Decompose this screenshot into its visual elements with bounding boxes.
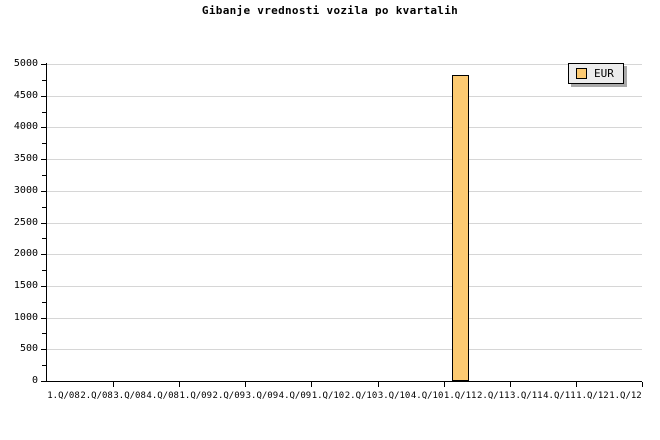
gridline	[47, 286, 642, 287]
x-axis-tick-label: 1.Q/09	[179, 391, 213, 401]
x-axis-tick	[576, 382, 577, 387]
y-axis-tick	[41, 223, 46, 224]
gridline	[47, 64, 642, 65]
legend-swatch-eur	[576, 68, 587, 79]
y-axis-tick-label: 1500	[13, 280, 38, 291]
legend-label-eur: EUR	[594, 67, 614, 80]
gridline	[47, 191, 642, 192]
y-axis-tick-label: 4500	[13, 90, 38, 101]
x-axis-tick	[113, 382, 114, 387]
x-axis-tick-label: 2.Q/11	[476, 391, 510, 401]
y-axis-tick	[41, 254, 46, 255]
gridline	[47, 254, 642, 255]
y-axis-tick	[41, 127, 46, 128]
chart-legend: EUR	[568, 63, 624, 84]
y-axis-minor-tick	[42, 207, 46, 208]
y-axis-tick	[41, 191, 46, 192]
chart-bar	[452, 75, 469, 381]
x-axis-tick-label: 3.Q/09	[245, 391, 279, 401]
y-axis-tick	[41, 318, 46, 319]
x-axis-line	[46, 381, 642, 382]
x-axis-tick	[510, 382, 511, 387]
gridline	[47, 318, 642, 319]
gridline	[47, 96, 642, 97]
y-axis-tick-label: 2500	[13, 217, 38, 228]
gridline	[47, 159, 642, 160]
x-axis-tick-label: 4.Q/08	[146, 391, 179, 401]
x-axis-tick-label: 3.Q/08	[113, 391, 146, 401]
x-axis-tick	[311, 382, 312, 387]
y-axis-tick-label: 1000	[13, 312, 38, 323]
y-axis-minor-tick	[42, 302, 46, 303]
y-axis-tick-label: 2000	[13, 248, 38, 259]
x-axis-tick-label: 1.Q/11	[443, 391, 477, 401]
y-axis-tick-label: 3000	[13, 185, 38, 196]
x-axis-tick-label: 1.Q/12	[576, 391, 609, 401]
gridline	[47, 349, 642, 350]
x-axis-tick	[444, 382, 445, 387]
y-axis-minor-tick	[42, 175, 46, 176]
y-axis-tick	[41, 349, 46, 350]
y-axis-tick	[41, 96, 46, 97]
y-axis-minor-tick	[42, 80, 46, 81]
y-axis-tick	[41, 64, 46, 65]
y-axis-tick-label: 5000	[13, 58, 38, 69]
x-axis-tick-label: 4.Q/10	[410, 391, 444, 401]
gridline	[47, 127, 642, 128]
y-axis-tick	[41, 286, 46, 287]
y-axis-tick-label: 0	[31, 375, 38, 386]
x-axis-tick	[245, 382, 246, 387]
x-axis-tick	[378, 382, 379, 387]
y-axis-minor-tick	[42, 112, 46, 113]
x-axis-tick-label: 1.Q/12	[609, 391, 642, 401]
x-axis-tick-label: 4.Q/11	[543, 391, 576, 401]
x-axis-tick-label: 1.Q/08	[47, 391, 80, 401]
x-axis-tick	[642, 382, 643, 387]
x-axis-tick-label: 2.Q/09	[212, 391, 246, 401]
x-axis-tick-label: 1.Q/10	[311, 391, 345, 401]
gridline	[47, 223, 642, 224]
x-axis-tick-label: 3.Q/10	[377, 391, 411, 401]
y-axis-tick	[41, 159, 46, 160]
x-axis-tick	[179, 382, 180, 387]
y-axis-tick-label: 500	[19, 343, 38, 354]
x-axis-tick-label: 2.Q/08	[80, 391, 113, 401]
y-axis-minor-tick	[42, 270, 46, 271]
y-axis-line	[46, 63, 47, 382]
y-axis-minor-tick	[42, 333, 46, 334]
y-axis-minor-tick	[42, 238, 46, 239]
y-axis-minor-tick	[42, 365, 46, 366]
x-axis-tick-label: 4.Q/09	[278, 391, 312, 401]
plot-area	[47, 64, 642, 381]
y-axis-tick	[41, 381, 46, 382]
y-axis-minor-tick	[42, 143, 46, 144]
x-axis-tick-label: 3.Q/11	[510, 391, 543, 401]
y-axis-tick-label: 4000	[13, 121, 38, 132]
x-axis-tick-label: 2.Q/10	[344, 391, 378, 401]
chart-title: Gibanje vrednosti vozila po kvartalih	[201, 4, 459, 17]
y-axis-tick-label: 3500	[13, 153, 38, 164]
